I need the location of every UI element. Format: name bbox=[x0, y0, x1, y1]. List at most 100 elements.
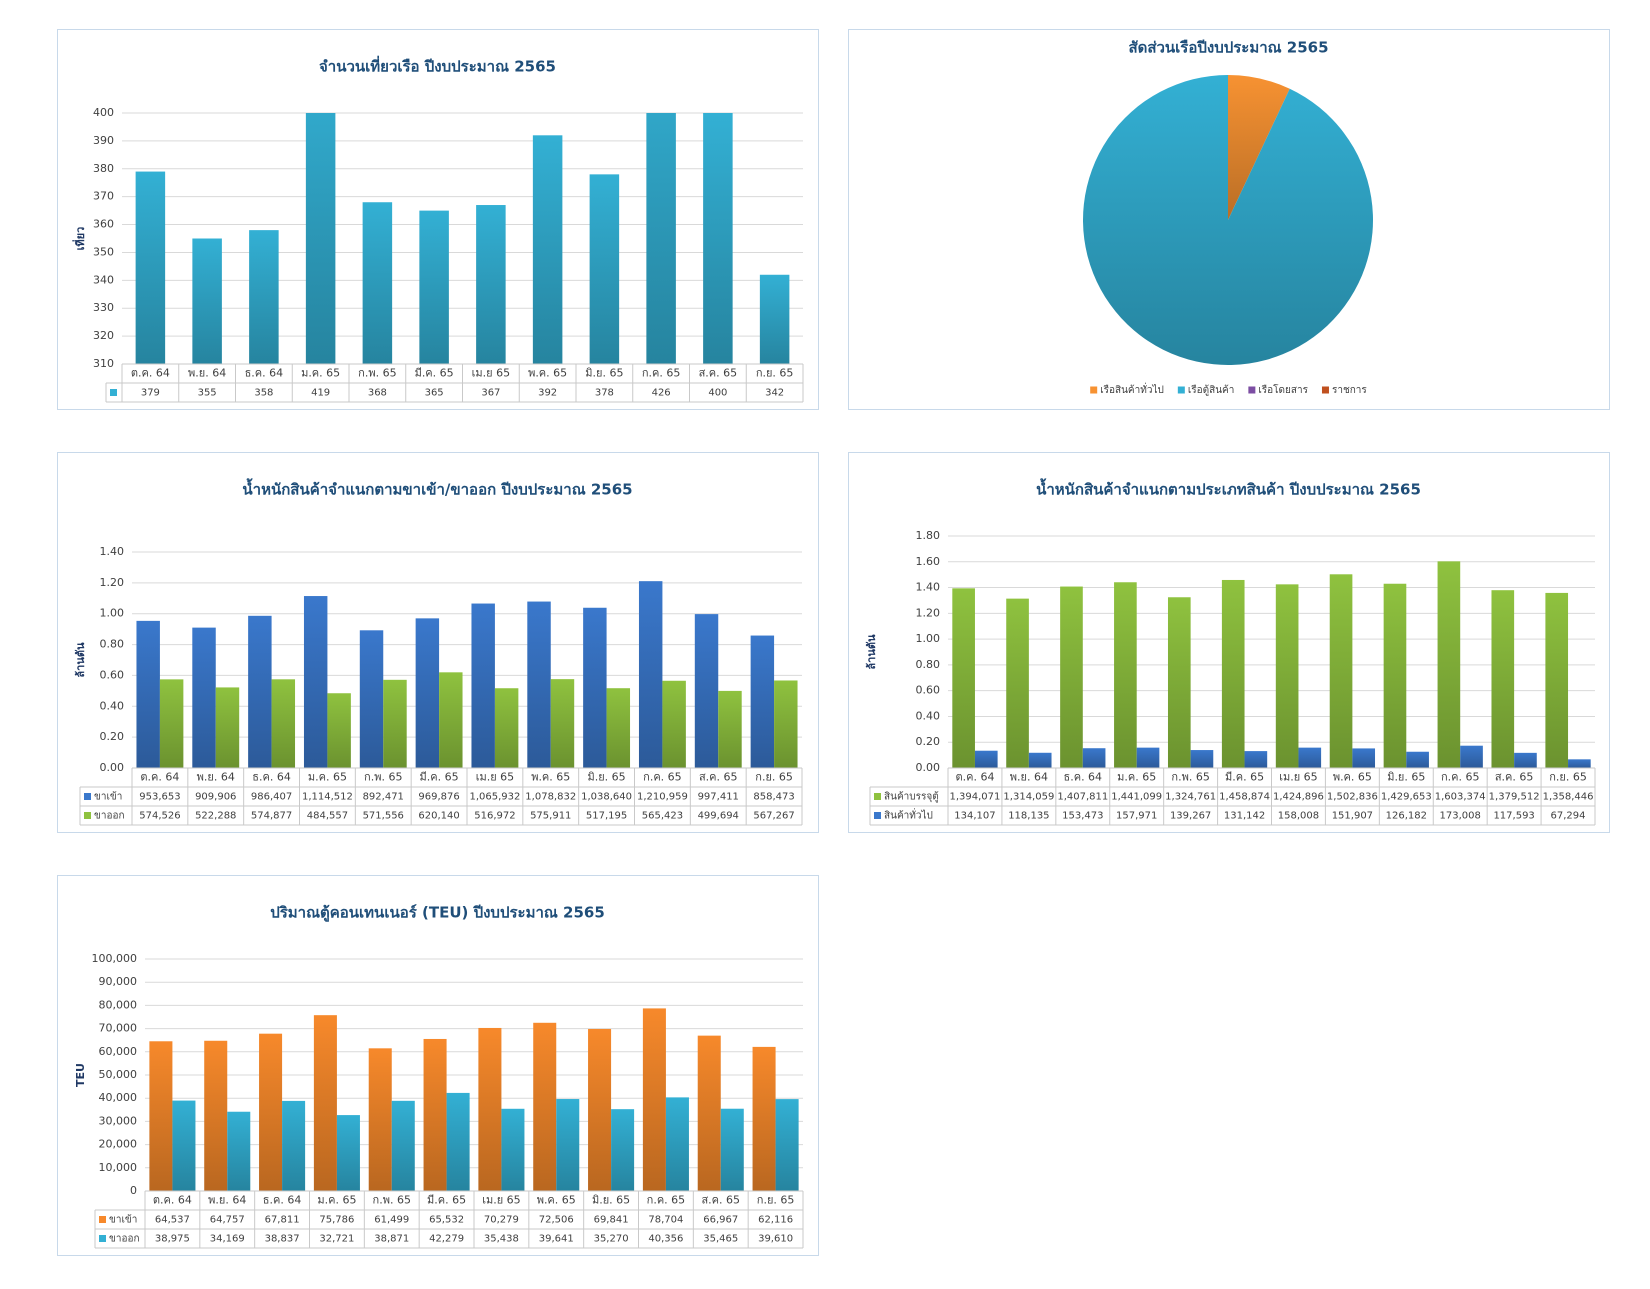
table-value: 35,438 bbox=[484, 1234, 519, 1245]
x-tick-label: ส.ค. 65 bbox=[701, 1194, 740, 1207]
bar bbox=[611, 1109, 635, 1191]
y-tick-label: 1.40 bbox=[100, 545, 125, 558]
table-value: 368 bbox=[368, 388, 387, 399]
legend-label: เรือสินค้าทั่วไป bbox=[1100, 382, 1164, 396]
table-value: 365 bbox=[425, 388, 444, 399]
table-value: 1,078,832 bbox=[525, 792, 576, 803]
bar bbox=[282, 1100, 306, 1191]
bar bbox=[362, 202, 393, 364]
bar bbox=[471, 603, 495, 768]
table-value: 367 bbox=[481, 388, 500, 399]
y-tick-label: 1.40 bbox=[916, 581, 941, 594]
x-tick-label: ก.พ. 65 bbox=[364, 771, 402, 784]
table-value: 69,841 bbox=[594, 1215, 629, 1226]
bars bbox=[149, 1008, 799, 1191]
table-value: 32,721 bbox=[319, 1234, 354, 1245]
bar bbox=[327, 693, 351, 768]
bar bbox=[750, 635, 775, 768]
table-value: 858,473 bbox=[753, 792, 794, 803]
y-tick-label: 80,000 bbox=[99, 998, 138, 1011]
x-tick-label: มิ.ย. 65 bbox=[585, 367, 623, 380]
table-value: 35,270 bbox=[594, 1234, 629, 1245]
bar bbox=[391, 1100, 415, 1191]
x-tick-label: ต.ค. 64 bbox=[955, 771, 994, 784]
table-value: 392 bbox=[538, 388, 557, 399]
x-tick-label: เม.ย 65 bbox=[482, 1194, 520, 1207]
bar bbox=[646, 113, 676, 364]
legend-key bbox=[874, 793, 881, 800]
y-tick-label: 70,000 bbox=[99, 1022, 138, 1035]
bar bbox=[662, 680, 686, 768]
x-tick-label: ก.ย. 65 bbox=[756, 367, 794, 380]
chart-title: ปริมาณตู้คอนเทนเนอร์ (TEU) ปีงบประมาณ 25… bbox=[270, 904, 605, 923]
table-value: 1,379,512 bbox=[1489, 792, 1540, 803]
x-tick-label: พ.ย. 64 bbox=[197, 771, 235, 784]
table-value: 358 bbox=[254, 388, 273, 399]
table-value: 484,557 bbox=[307, 811, 348, 822]
x-tick-label: ต.ค. 64 bbox=[140, 771, 179, 784]
y-tick-label: 1.00 bbox=[916, 632, 941, 645]
bar bbox=[259, 1033, 283, 1191]
bar bbox=[478, 1027, 502, 1191]
bar bbox=[383, 679, 407, 768]
bar bbox=[1060, 586, 1083, 768]
y-tick-label: 0.80 bbox=[916, 658, 941, 671]
x-tick-label: มิ.ย. 65 bbox=[1387, 771, 1425, 784]
bar bbox=[718, 690, 742, 768]
table-value: 67,294 bbox=[1551, 811, 1586, 822]
bar bbox=[697, 1035, 721, 1191]
y-tick-label: 10,000 bbox=[99, 1161, 138, 1174]
table-value: 117,593 bbox=[1493, 811, 1534, 822]
table-value: 522,288 bbox=[195, 811, 236, 822]
bar bbox=[336, 1115, 360, 1191]
y-tick-label: 20,000 bbox=[99, 1138, 138, 1151]
y-tick-label: 40,000 bbox=[99, 1091, 138, 1104]
y-tick-label: 320 bbox=[93, 329, 114, 342]
table-value: 1,429,653 bbox=[1381, 792, 1432, 803]
x-tick-label: ก.ย. 65 bbox=[755, 771, 793, 784]
bar bbox=[642, 1008, 666, 1191]
legend-key bbox=[874, 812, 881, 819]
bar bbox=[248, 615, 272, 768]
bars bbox=[135, 113, 790, 364]
x-tick-label: ก.ย. 65 bbox=[757, 1194, 795, 1207]
y-axis-label: ล้านตัน bbox=[74, 642, 87, 678]
bar bbox=[1114, 582, 1137, 768]
x-tick-label: ก.ค. 65 bbox=[643, 771, 682, 784]
table-value: 38,975 bbox=[155, 1234, 190, 1245]
x-tick-label: ม.ค. 65 bbox=[1117, 771, 1156, 784]
bar bbox=[533, 1022, 557, 1191]
y-tick-label: 350 bbox=[93, 245, 114, 258]
bar bbox=[172, 1100, 196, 1191]
table-value: 1,065,932 bbox=[469, 792, 520, 803]
pie-slice bbox=[1083, 75, 1373, 366]
bar bbox=[305, 113, 336, 364]
x-tick-label: ม.ค. 65 bbox=[317, 1194, 356, 1207]
bar bbox=[439, 672, 463, 768]
bar bbox=[1352, 748, 1376, 768]
y-tick-label: 1.80 bbox=[916, 529, 941, 542]
y-axis-label: TEU bbox=[74, 1063, 87, 1087]
x-tick-label: ก.ค. 65 bbox=[647, 1194, 686, 1207]
legend-key bbox=[1248, 386, 1256, 394]
table-value: 574,526 bbox=[139, 811, 180, 822]
x-tick-label: มี.ค. 65 bbox=[1225, 771, 1264, 784]
bar bbox=[1406, 751, 1429, 768]
table-value: 131,142 bbox=[1224, 811, 1265, 822]
y-axis-label: ล้านตัน bbox=[865, 634, 878, 670]
bar bbox=[359, 630, 384, 768]
x-tick-label: พ.ค. 65 bbox=[1333, 771, 1372, 784]
x-tick-label: ธ.ค. 64 bbox=[252, 771, 291, 784]
table-value: 40,356 bbox=[648, 1234, 683, 1245]
bar bbox=[204, 1040, 228, 1191]
bar bbox=[974, 750, 998, 768]
legend-key bbox=[1177, 386, 1185, 394]
legend-key bbox=[1090, 386, 1098, 394]
bar bbox=[775, 1099, 799, 1191]
table-value: 65,532 bbox=[429, 1215, 464, 1226]
x-tick-label: เม.ย 65 bbox=[476, 771, 514, 784]
table-value: 35,465 bbox=[703, 1234, 738, 1245]
bar bbox=[606, 688, 631, 768]
table-value: 969,876 bbox=[418, 792, 459, 803]
